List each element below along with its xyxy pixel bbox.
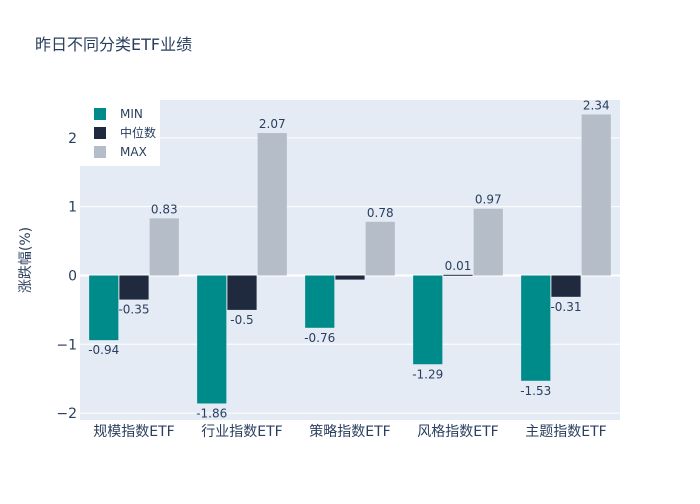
bar-MIN-3[interactable] xyxy=(413,275,443,365)
x-tick-label: 规模指数ETF xyxy=(93,424,174,440)
y-tick-label: 1 xyxy=(68,200,77,216)
bar-MAX-0[interactable] xyxy=(149,218,179,276)
bar-MAX-2[interactable] xyxy=(365,221,395,276)
y-tick-label: 0 xyxy=(68,268,77,284)
data-label: -0.31 xyxy=(550,300,581,314)
bar-中位数-2[interactable] xyxy=(335,275,365,280)
legend-label-MIN[interactable]: MIN xyxy=(120,107,143,121)
data-label: 0.83 xyxy=(151,202,178,216)
data-label: 0.97 xyxy=(475,193,502,207)
y-tick-label: 2 xyxy=(68,131,77,147)
data-label: -1.86 xyxy=(196,406,227,420)
y-tick-label: −1 xyxy=(56,337,77,353)
x-tick-label: 风格指数ETF xyxy=(417,424,498,440)
data-label: -1.53 xyxy=(520,384,551,398)
data-label: -1.29 xyxy=(412,367,443,381)
bar-MIN-0[interactable] xyxy=(89,275,119,341)
x-tick-label: 行业指数ETF xyxy=(201,424,282,440)
legend[interactable]: MIN 中位数 MAX xyxy=(80,100,160,166)
data-label: 0.78 xyxy=(367,206,394,220)
data-label: -0.94 xyxy=(88,343,119,357)
bar-中位数-3[interactable] xyxy=(443,274,473,276)
data-label: 2.07 xyxy=(259,117,286,131)
legend-swatch-中位数[interactable] xyxy=(94,127,106,139)
bar-中位数-1[interactable] xyxy=(227,275,257,310)
plot-area: −2 −1 0 1 2 -0.94 -0.35 0.83 规模指数ETF -1.86 -0.5 2.0… xyxy=(56,98,620,440)
bar-MIN-4[interactable] xyxy=(521,275,551,381)
x-tick-label: 主题指数ETF xyxy=(525,424,606,440)
legend-label-中位数[interactable]: 中位数 xyxy=(120,125,156,140)
data-label: 2.34 xyxy=(583,98,610,112)
legend-swatch-MAX[interactable] xyxy=(94,146,106,158)
y-axis-label: 涨跌幅(%) xyxy=(18,227,34,293)
data-label: -0.76 xyxy=(304,331,335,345)
data-label: -0.5 xyxy=(230,313,253,327)
bar-MAX-4[interactable] xyxy=(581,114,611,276)
legend-label-MAX[interactable]: MAX xyxy=(120,145,147,159)
bar-MAX-1[interactable] xyxy=(257,133,287,276)
chart-title: 昨日不同分类ETF业绩 xyxy=(35,35,192,54)
bar-中位数-4[interactable] xyxy=(551,275,581,297)
legend-swatch-MIN[interactable] xyxy=(94,108,106,120)
bar-中位数-0[interactable] xyxy=(119,275,149,300)
bar-MIN-1[interactable] xyxy=(197,275,227,404)
x-tick-label: 策略指数ETF xyxy=(309,423,390,440)
data-label: 0.01 xyxy=(445,259,472,273)
data-label: -0.35 xyxy=(118,303,149,317)
y-tick-label: −2 xyxy=(56,406,77,422)
bar-MIN-2[interactable] xyxy=(305,275,335,328)
bar-MAX-3[interactable] xyxy=(473,208,503,276)
legend-background xyxy=(80,100,160,166)
